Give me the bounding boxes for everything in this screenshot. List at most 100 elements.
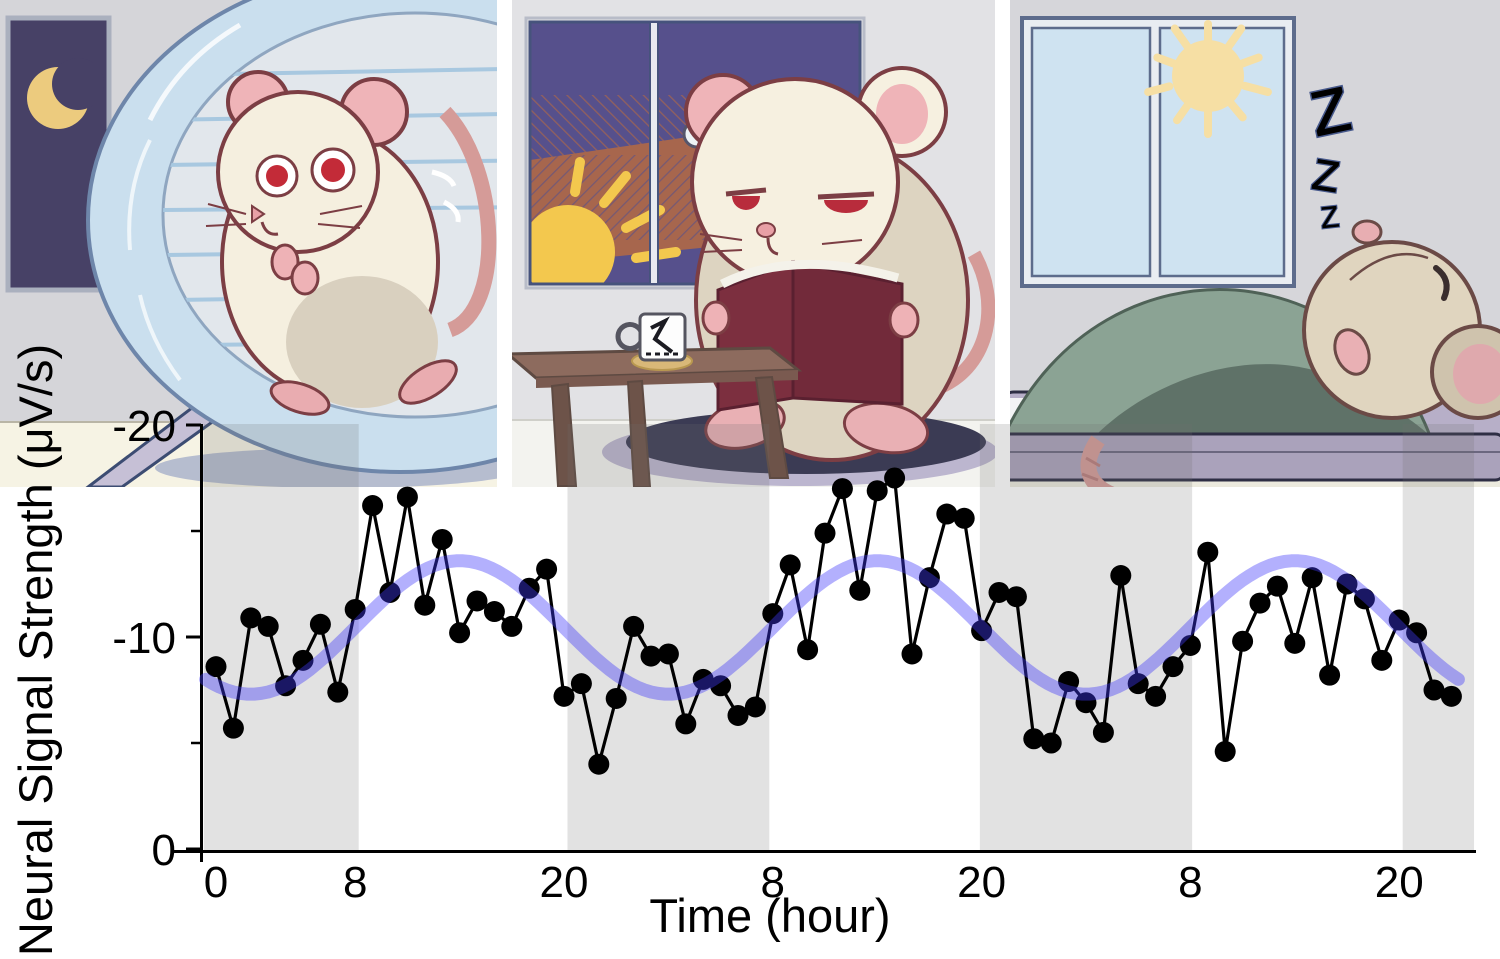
mouse-tail — [439, 106, 497, 338]
closed-eye — [1433, 265, 1450, 301]
neural-signal-series — [205, 467, 1462, 775]
x-tick-label: 0 — [204, 858, 228, 907]
data-point — [692, 668, 714, 690]
data-point — [901, 643, 923, 665]
mouse-nose — [251, 204, 266, 224]
data-point — [640, 645, 662, 667]
data-point — [623, 615, 645, 637]
y-tick-label: -10 — [112, 614, 176, 663]
book — [716, 259, 904, 412]
data-point — [657, 643, 679, 665]
data-point — [1110, 565, 1132, 587]
data-point — [1127, 673, 1149, 695]
data-point — [1284, 632, 1306, 654]
data-point — [814, 522, 836, 544]
data-point — [1371, 649, 1393, 671]
data-point — [675, 713, 697, 735]
data-point — [396, 486, 418, 508]
data-point — [449, 622, 471, 644]
data-point — [553, 685, 575, 707]
x-tick-label: 8 — [761, 858, 785, 907]
data-point — [1440, 685, 1462, 707]
data-point — [849, 579, 871, 601]
dark-phase-band — [567, 424, 770, 851]
mouse-nose — [756, 222, 776, 238]
data-point — [1005, 586, 1027, 608]
data-point — [1145, 685, 1167, 707]
data-point — [831, 478, 853, 500]
y-tick-label: 0 — [152, 826, 176, 875]
motion-streak — [147, 22, 242, 122]
data-point — [936, 503, 958, 525]
data-point — [309, 613, 331, 635]
reading-mouse — [684, 66, 970, 462]
panel-day-sleeping: Z Z Z — [1010, 0, 1500, 487]
data-point — [884, 467, 906, 489]
mattress-base — [1010, 432, 1500, 482]
data-point — [1249, 592, 1271, 614]
data-point — [362, 495, 384, 517]
data-point — [431, 528, 453, 550]
data-point — [570, 673, 592, 695]
data-point — [257, 615, 279, 637]
mouse-ear-inner — [876, 84, 928, 144]
mouse-haunch — [286, 276, 438, 408]
sweat-mark — [431, 169, 457, 188]
data-point — [222, 717, 244, 739]
mouse-head — [690, 77, 900, 287]
x-tick-label: 20 — [540, 858, 589, 907]
data-point — [536, 558, 558, 580]
data-point — [1040, 732, 1062, 754]
sleepy-eyes — [725, 187, 875, 213]
blanket-shadow — [1095, 364, 1430, 436]
data-point — [988, 581, 1010, 603]
data-point — [710, 675, 732, 697]
sweat-mark — [442, 199, 461, 223]
data-point — [240, 607, 262, 629]
data-point — [1092, 721, 1114, 743]
data-point — [918, 567, 940, 589]
data-point — [501, 615, 523, 637]
data-point — [1162, 656, 1184, 678]
data-point — [744, 696, 766, 718]
data-point — [1319, 664, 1341, 686]
data-point — [1388, 609, 1410, 631]
x-tick-label: 8 — [343, 858, 367, 907]
x-tick-label: 20 — [1375, 858, 1424, 907]
motion-streak — [138, 294, 182, 382]
mouse-hand — [701, 300, 731, 336]
book-pages — [719, 259, 900, 289]
mouse-tail — [1080, 435, 1115, 487]
x-tick-label: 8 — [1178, 858, 1202, 907]
data-point — [466, 590, 488, 612]
declining-chart-doodle-icon — [650, 316, 674, 354]
data-point — [1232, 630, 1254, 652]
data-point — [953, 507, 975, 529]
data-point — [1406, 622, 1428, 644]
data-point — [971, 620, 993, 642]
sun-icon — [1144, 20, 1272, 138]
data-point — [483, 601, 505, 623]
mouse-paw — [290, 260, 320, 296]
trend-curve — [199, 554, 1465, 701]
x-axis-tick-labels: 0 8 20 8 20 8 20 — [204, 858, 1424, 907]
dark-phase-bands — [203, 424, 1475, 851]
data-point — [605, 687, 627, 709]
motion-streak — [127, 139, 152, 251]
data-point — [275, 675, 297, 697]
data-point — [1197, 541, 1219, 563]
data-point — [205, 656, 227, 678]
data-point — [762, 603, 784, 625]
x-axis-title: Time (hour) — [649, 889, 890, 942]
mouse-nose — [1351, 219, 1383, 245]
data-point — [797, 639, 819, 661]
crescent-moon-icon — [27, 58, 104, 129]
sleeping-mouse — [1010, 219, 1500, 438]
data-point — [414, 594, 436, 616]
y-axis-title: Neural Signal Strength (μV/s) — [9, 344, 62, 954]
data-point — [1336, 573, 1358, 595]
data-point — [1353, 588, 1375, 610]
x-tick-label: 20 — [957, 858, 1006, 907]
mouse-foot — [398, 359, 458, 405]
